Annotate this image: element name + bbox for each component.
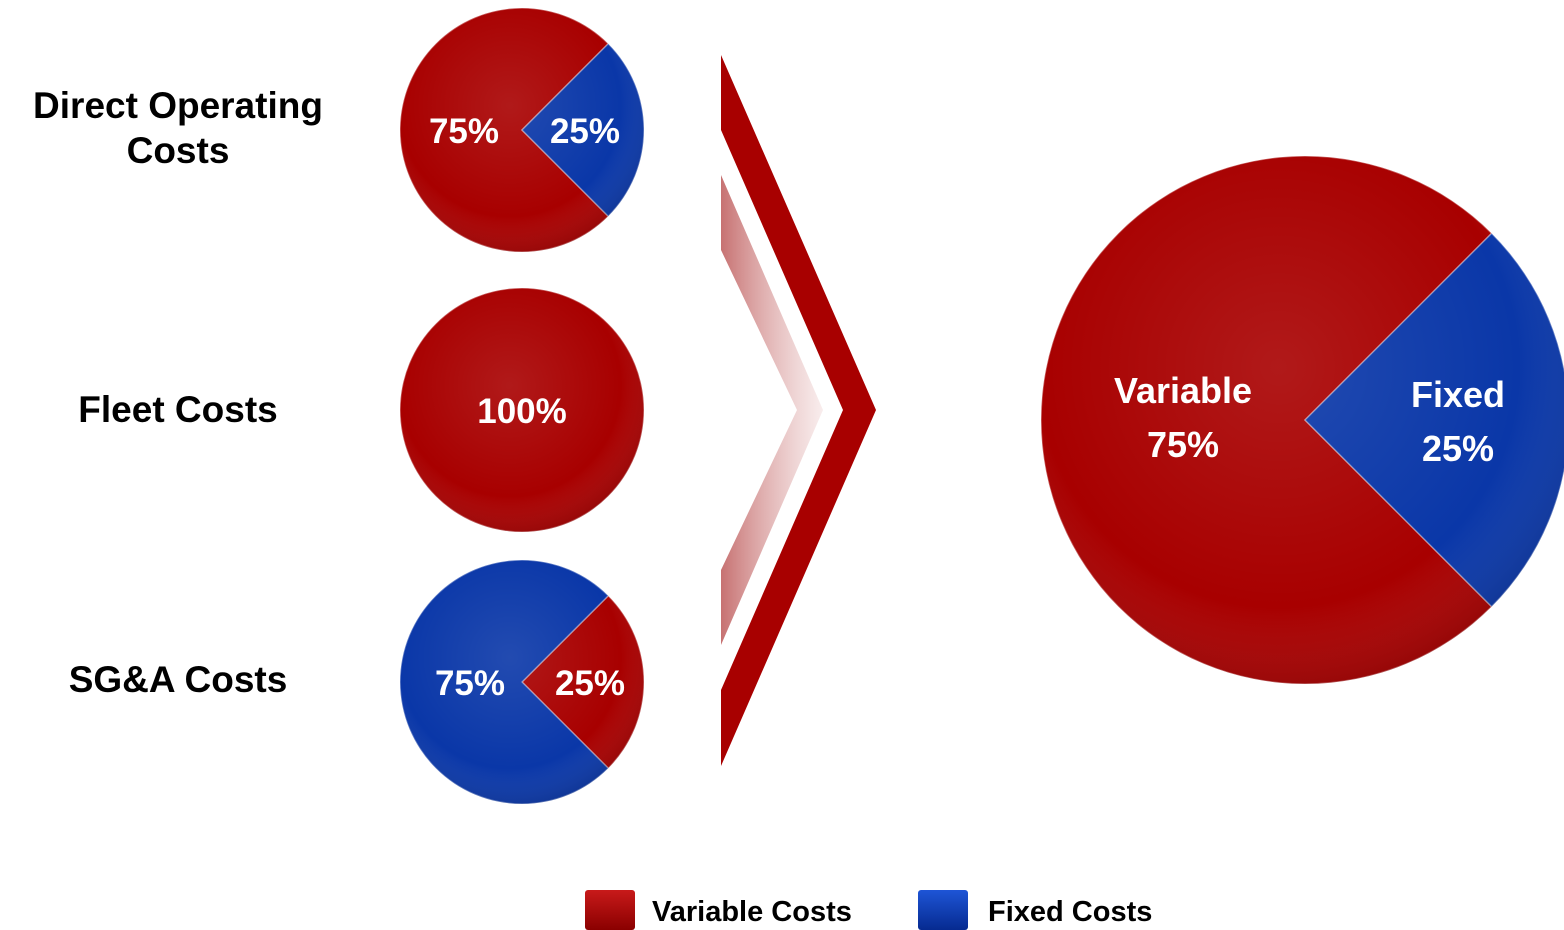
slice-label-line: 75% — [435, 664, 505, 703]
slice-label-variable: 25% — [555, 664, 625, 703]
pie-sga: 25% 75% — [400, 560, 644, 804]
slice-label-line: 25% — [1422, 428, 1494, 469]
pie-total: Variable 75% Fixed 25% — [1041, 156, 1564, 684]
slice-label-line: 75% — [1147, 424, 1219, 465]
row-label-line: Costs — [127, 130, 230, 171]
chevron-arrow-icon — [721, 55, 876, 766]
slice-label-line: 25% — [550, 112, 620, 151]
legend-swatch-fixed — [918, 890, 968, 930]
row-label-direct-operating: Direct Operating — [33, 85, 323, 126]
row-label-line: SG&A Costs — [69, 659, 288, 700]
slice-label-variable: 75% — [429, 112, 499, 151]
slice-label-line: Fixed — [1411, 374, 1505, 415]
row-label-line: Fleet Costs — [78, 389, 277, 430]
pie-charts: 75% 25% 100% 25% 75% Variable 75% Fixed 25% — [400, 8, 1564, 804]
legend-swatch-variable — [585, 890, 635, 930]
pie-fleet: 100% — [400, 288, 644, 532]
pie-direct-operating: 75% 25% — [400, 8, 644, 252]
row-label-sga: SG&A Costs — [69, 659, 288, 700]
slice-label-line: 100% — [477, 392, 567, 431]
row-label-line: Direct Operating — [33, 85, 323, 126]
pie-gloss — [1041, 156, 1564, 684]
row-label-direct-operating-line2: Costs — [127, 130, 230, 171]
legend-label-fixed: Fixed Costs — [988, 896, 1152, 928]
slice-label-variable: 100% — [477, 392, 567, 431]
row-labels: Direct Operating Costs Fleet Costs SG&A … — [33, 85, 323, 700]
slice-label-line: 25% — [555, 664, 625, 703]
legend: Variable Costs Fixed Costs — [585, 890, 1152, 930]
slice-label-fixed: 25% — [550, 112, 620, 151]
legend-label-variable: Variable Costs — [652, 896, 852, 928]
slice-label-line: 75% — [429, 112, 499, 151]
slice-label-line: Variable — [1114, 370, 1252, 411]
row-label-fleet: Fleet Costs — [78, 389, 277, 430]
slice-label-fixed: 75% — [435, 664, 505, 703]
